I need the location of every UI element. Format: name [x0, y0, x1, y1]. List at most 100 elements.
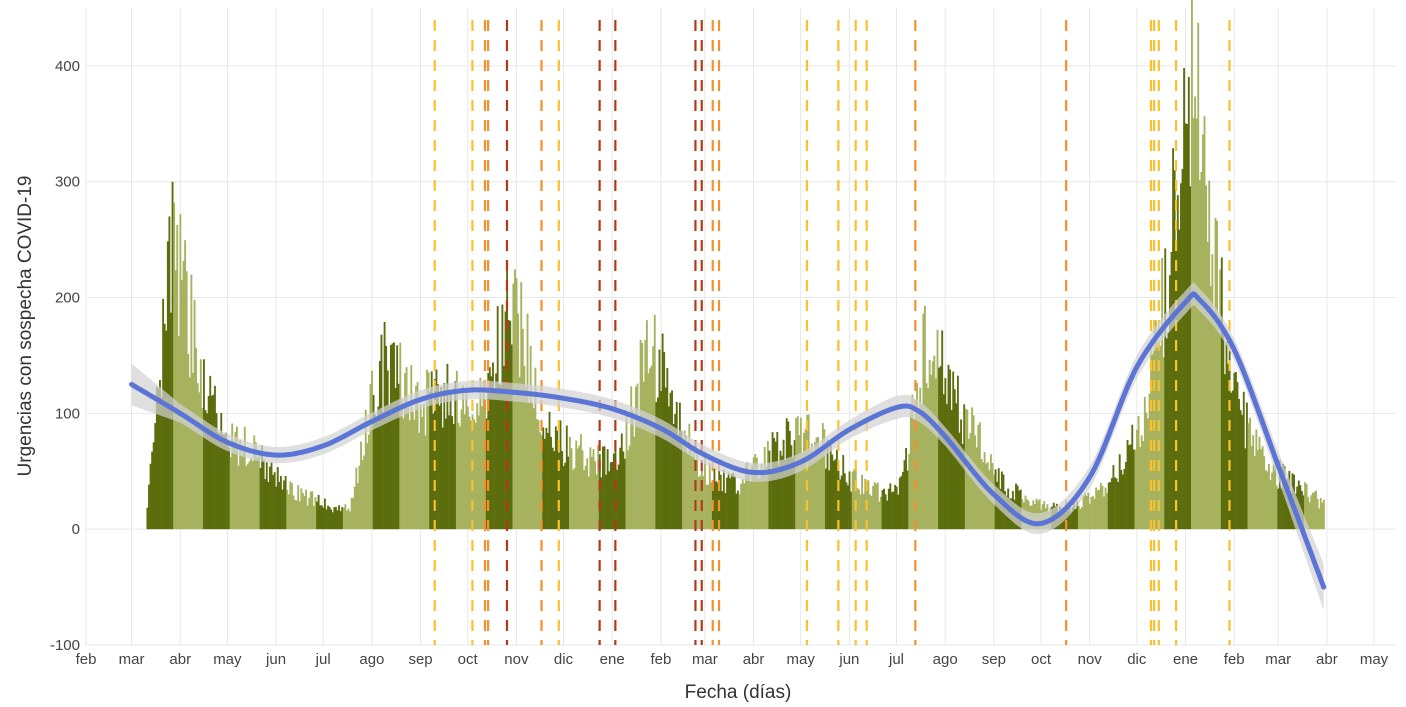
bar-day [594, 461, 597, 530]
bar-day [625, 415, 628, 530]
bar-day [799, 417, 802, 530]
bar-day [452, 424, 455, 530]
bar-day [311, 491, 314, 530]
bar-day [669, 392, 672, 530]
bar-day [674, 414, 677, 530]
bar-day [279, 475, 282, 530]
bar-day [405, 367, 408, 530]
bar-day [892, 491, 895, 530]
bar-day [1066, 510, 1069, 530]
bar-day [1319, 497, 1322, 530]
x-tick-label: oct [1031, 651, 1052, 668]
bar-day [663, 352, 666, 530]
bar-day [151, 451, 154, 530]
bar-day [537, 420, 540, 530]
bar-day [647, 373, 650, 530]
bar-day [1255, 429, 1258, 530]
bar-day [389, 345, 392, 530]
bar-day [509, 320, 512, 530]
bar-day [953, 389, 956, 530]
bar-day [221, 434, 224, 530]
bar-day [751, 465, 754, 530]
bar-day [276, 467, 279, 530]
bar-day [902, 471, 904, 530]
bar-day [917, 409, 920, 530]
bar-day [1106, 493, 1109, 530]
bar-day [1203, 116, 1206, 530]
bar-day [360, 441, 362, 530]
bar-day [914, 413, 917, 530]
y-tick-label: 300 [55, 174, 80, 191]
bar-day [1117, 482, 1120, 530]
bar-day [832, 460, 835, 530]
bar-day [847, 485, 849, 530]
bar-day [1274, 456, 1277, 530]
bar-day [305, 489, 307, 530]
bar-day [322, 507, 325, 530]
bar-day [503, 365, 505, 530]
y-axis-ticks: -100 0 100 200 300 400 [50, 58, 80, 654]
bar-day [1224, 374, 1226, 530]
bar-day [396, 345, 399, 530]
bar-day [256, 457, 259, 530]
bar-day [477, 415, 480, 530]
y-tick-label: -100 [50, 637, 80, 654]
bar-day [664, 387, 667, 530]
bar-day [927, 388, 930, 530]
bar-day [525, 387, 527, 530]
bar-day [287, 494, 290, 530]
bar-day [473, 419, 476, 530]
bar-day [327, 505, 329, 530]
bar-day [459, 426, 461, 530]
bar-day [1142, 440, 1145, 530]
bar-day [980, 459, 983, 530]
y-tick-label: 200 [55, 290, 80, 307]
bar-day [545, 427, 548, 530]
bar-day [455, 370, 458, 530]
bar-day [1227, 363, 1230, 530]
bar-day [1197, 22, 1200, 530]
x-tick-label: nov [1078, 651, 1103, 668]
bar-day [1118, 454, 1121, 530]
bar-day [1249, 417, 1252, 530]
bar-day [1206, 241, 1209, 530]
bar-day [878, 501, 881, 530]
bar-day [584, 465, 587, 530]
bar-day [152, 442, 155, 530]
event-lines [433, 20, 1231, 645]
bar-day [1308, 502, 1311, 530]
bar-day [845, 482, 848, 530]
bar-day [1191, 0, 1193, 530]
bar-day [367, 434, 370, 530]
bar-day [716, 482, 719, 530]
bar-day [773, 438, 776, 530]
bar-day [226, 444, 229, 530]
bar-day [691, 455, 694, 530]
bar-day [212, 394, 215, 530]
bar-day [148, 484, 150, 530]
bar-day [859, 494, 862, 530]
bar-day [267, 481, 270, 530]
bar-day [848, 471, 851, 530]
bar-day [920, 404, 923, 530]
bar-day [394, 387, 397, 530]
bar-day [1285, 490, 1288, 530]
bar-day [942, 394, 945, 530]
bar-day [611, 461, 614, 530]
bar-day [248, 461, 251, 530]
bar-day [601, 446, 604, 530]
bar-day [532, 408, 535, 530]
bar-day [565, 425, 568, 530]
bar-day [504, 311, 507, 530]
x-tick-label: abr [169, 651, 191, 668]
bar-day [1139, 446, 1142, 530]
bar-day [880, 496, 882, 530]
bar-day [804, 428, 807, 530]
bar-day [1213, 310, 1215, 530]
bar-day [1093, 498, 1096, 530]
bar-day [349, 511, 351, 530]
bar-day [870, 495, 873, 530]
bar-day [457, 422, 460, 530]
bar-day [410, 365, 413, 530]
bar-day [1236, 382, 1239, 530]
